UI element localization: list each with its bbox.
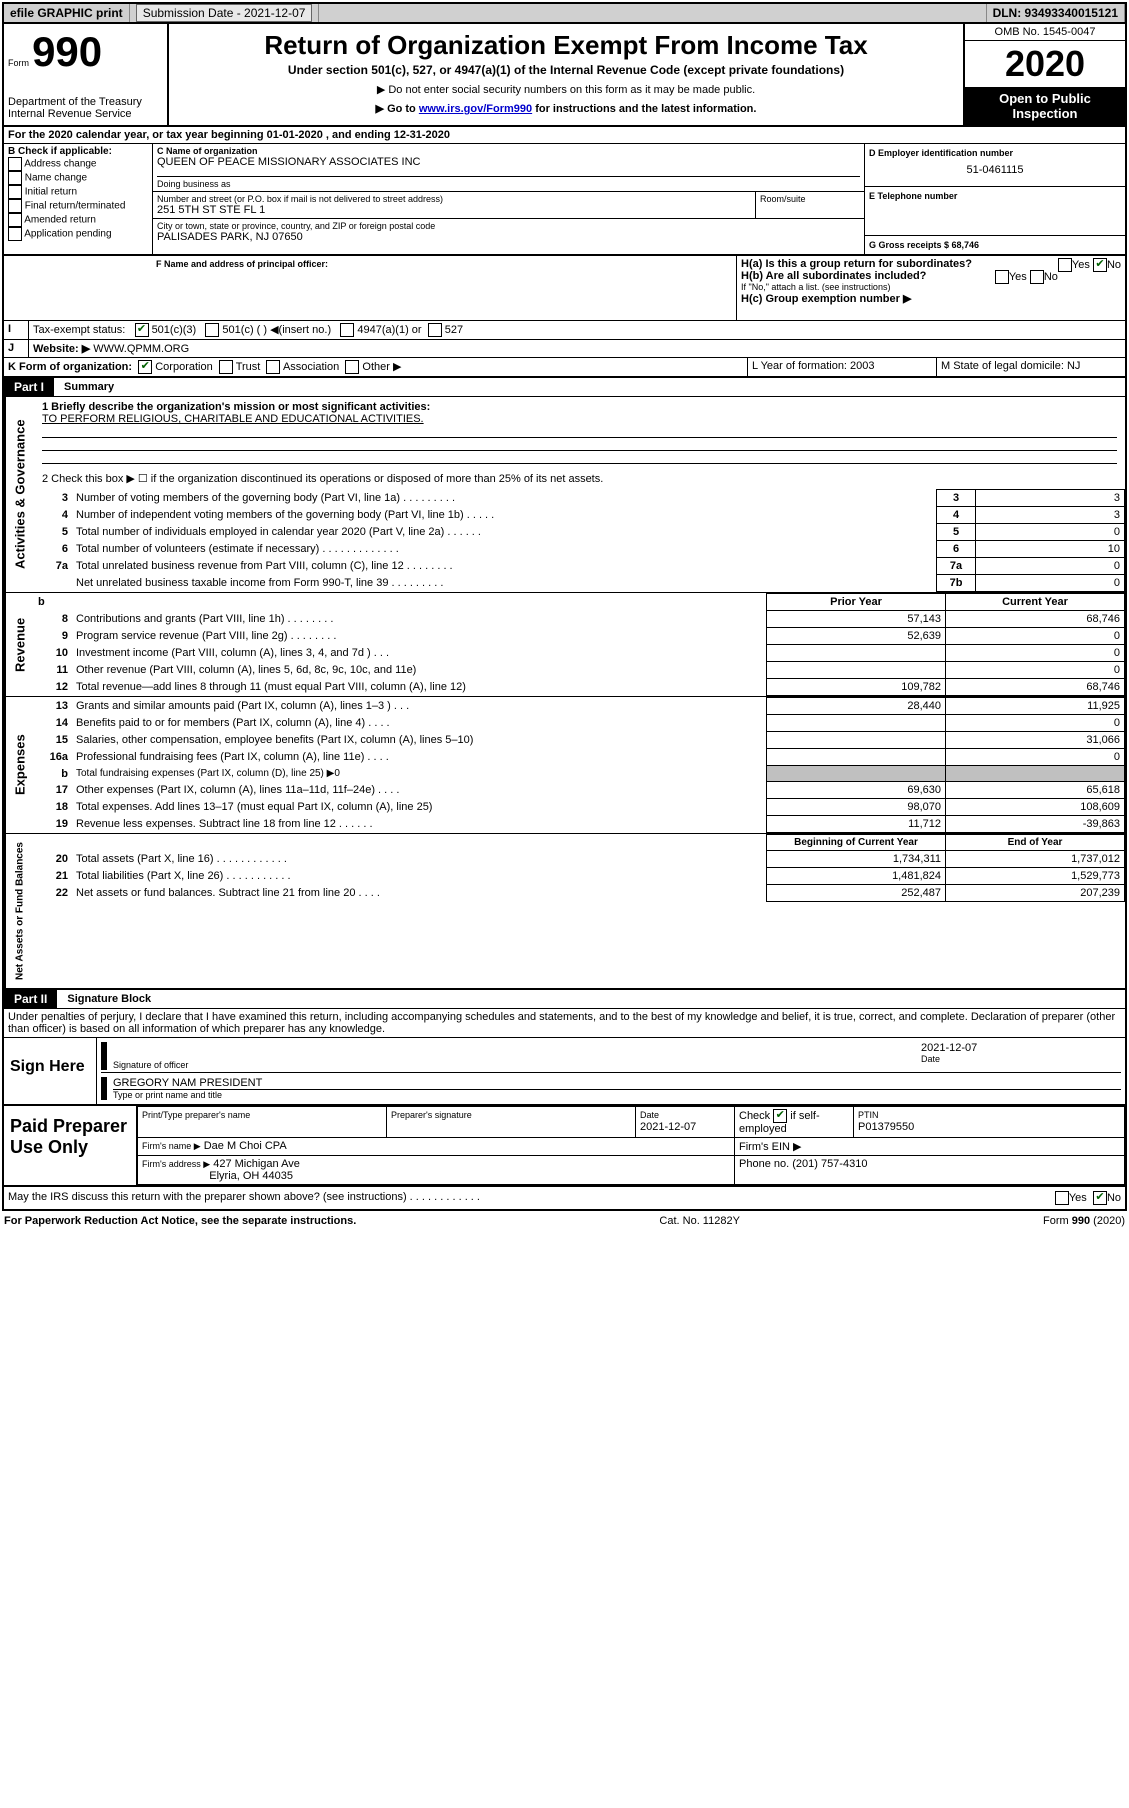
b-check-item[interactable] [8,213,22,227]
hc-label: H(c) Group exemption number ▶ [741,292,1121,305]
l-label: L Year of formation: 2003 [748,358,937,376]
g-label: G Gross receipts $ 68,746 [865,236,1125,254]
side-revenue: Revenue [4,593,34,696]
submission-date[interactable]: Submission Date - 2021-12-07 [136,4,313,22]
city-label: City or town, state or province, country… [157,221,860,231]
discuss-question: May the IRS discuss this return with the… [8,1191,1055,1205]
website-value: WWW.QPMM.ORG [93,343,189,355]
declaration: Under penalties of perjury, I declare th… [4,1009,1125,1038]
b-check-item[interactable] [8,171,22,185]
firm-addr-label: Firm's address ▶ [142,1159,210,1169]
room-label: Room/suite [756,192,864,218]
dln: DLN: 93493340015121 [987,4,1125,22]
j-label: Website: ▶ [33,343,90,355]
k-other-check[interactable] [345,360,359,374]
ha-no[interactable] [1093,258,1107,272]
mission-text: TO PERFORM RELIGIOUS, CHARITABLE AND EDU… [42,413,1117,425]
k-corp-check[interactable] [138,360,152,374]
part2-title: Signature Block [57,993,151,1005]
hb-note: If "No," attach a list. (see instruction… [741,282,1121,292]
dept-label: Department of the Treasury Internal Reve… [8,96,163,120]
form-number: 990 [32,28,102,75]
f-label: F Name and address of principal officer: [152,256,737,320]
side-expenses: Expenses [4,697,34,833]
part2-label: Part II [4,990,57,1008]
ptin-label: PTIN [858,1110,879,1120]
m-label: M State of legal domicile: NJ [937,358,1125,376]
sig-date-label: Date [921,1054,1121,1064]
footer-right: Form 990 (2020) [1043,1215,1125,1227]
b-check-item[interactable] [8,157,22,171]
prep-name-label: Print/Type preparer's name [142,1110,250,1120]
e-label: E Telephone number [865,187,1125,236]
dba-label: Doing business as [157,176,860,189]
ptin-value: P01379550 [858,1121,914,1133]
mission-label: 1 Briefly describe the organization's mi… [42,401,1117,413]
side-net: Net Assets or Fund Balances [4,834,34,988]
k-trust-check[interactable] [219,360,233,374]
b-check-item[interactable] [8,227,22,241]
side-governance: Activities & Governance [4,397,34,592]
form-label: Form [8,58,29,68]
k-assoc-check[interactable] [266,360,280,374]
firm-addr2: Elyria, OH 44035 [209,1170,293,1182]
prep-date: 2021-12-07 [640,1121,696,1133]
note2-post: for instructions and the latest informat… [532,103,756,115]
i-4947-check[interactable] [340,323,354,337]
c-name-label: C Name of organization [157,146,860,156]
efile-label: efile GRAPHIC print [10,6,123,20]
i-527-check[interactable] [428,323,442,337]
firm-ein-label: Firm's EIN ▶ [735,1138,1125,1156]
prep-sig-label: Preparer's signature [391,1110,472,1120]
self-employed-check[interactable] [773,1109,787,1123]
form990-link[interactable]: www.irs.gov/Form990 [419,103,532,115]
firm-name: Dae M Choi CPA [204,1140,287,1152]
b-check-item[interactable] [8,199,22,213]
firm-name-label: Firm's name ▶ [142,1141,201,1151]
hb-yes[interactable] [995,270,1009,284]
i-501c-check[interactable] [205,323,219,337]
d-label: D Employer identification number [869,148,1121,158]
hb-no[interactable] [1030,270,1044,284]
officer-name: GREGORY NAM PRESIDENT [113,1077,1121,1089]
i-501c3-check[interactable] [135,323,149,337]
part1-label: Part I [4,378,54,396]
open-to-public: Open to Public Inspection [965,87,1125,125]
note2-pre: ▶ Go to [376,103,419,115]
omb-number: OMB No. 1545-0047 [965,24,1125,41]
ha-yes[interactable] [1058,258,1072,272]
tax-year: 2020 [965,41,1125,87]
discuss-no[interactable] [1093,1191,1107,1205]
form-header: Form 990 Department of the Treasury Inte… [4,24,1125,127]
tax-period: For the 2020 calendar year, or tax year … [4,127,1125,143]
sig-officer-label: Signature of officer [113,1060,921,1070]
paid-preparer-label: Paid Preparer Use Only [4,1106,137,1185]
note1: ▶ Do not enter social security numbers o… [177,83,955,96]
officer-label: Type or print name and title [113,1089,1121,1100]
org-name: QUEEN OF PEACE MISSIONARY ASSOCIATES INC [157,156,860,168]
top-bar: efile GRAPHIC print Submission Date - 20… [4,4,1125,24]
street-value: 251 5TH ST STE FL 1 [157,204,751,216]
footer-mid: Cat. No. 11282Y [659,1215,740,1227]
b-check-item[interactable] [8,185,22,199]
part1-title: Summary [54,381,114,393]
sig-date: 2021-12-07 [921,1042,1121,1054]
city-value: PALISADES PARK, NJ 07650 [157,231,860,243]
b-label: B Check if applicable: [8,146,148,157]
discuss-yes[interactable] [1055,1191,1069,1205]
phone-label: Phone no. (201) 757-4310 [735,1156,1125,1185]
form-title: Return of Organization Exempt From Incom… [177,30,955,61]
hb-label: H(b) Are all subordinates included? [741,270,926,282]
prep-date-label: Date [640,1110,659,1120]
subtitle: Under section 501(c), 527, or 4947(a)(1)… [177,63,955,77]
footer-left: For Paperwork Reduction Act Notice, see … [4,1215,356,1227]
ha-label: H(a) Is this a group return for subordin… [741,258,972,270]
firm-addr1: 427 Michigan Ave [213,1158,300,1170]
sign-here: Sign Here [4,1038,97,1104]
k-label: K Form of organization: [8,361,132,373]
street-label: Number and street (or P.O. box if mail i… [157,194,751,204]
ein-value: 51-0461115 [869,158,1121,182]
i-label: Tax-exempt status: [33,324,125,336]
line2: 2 Check this box ▶ ☐ if the organization… [34,468,1125,489]
